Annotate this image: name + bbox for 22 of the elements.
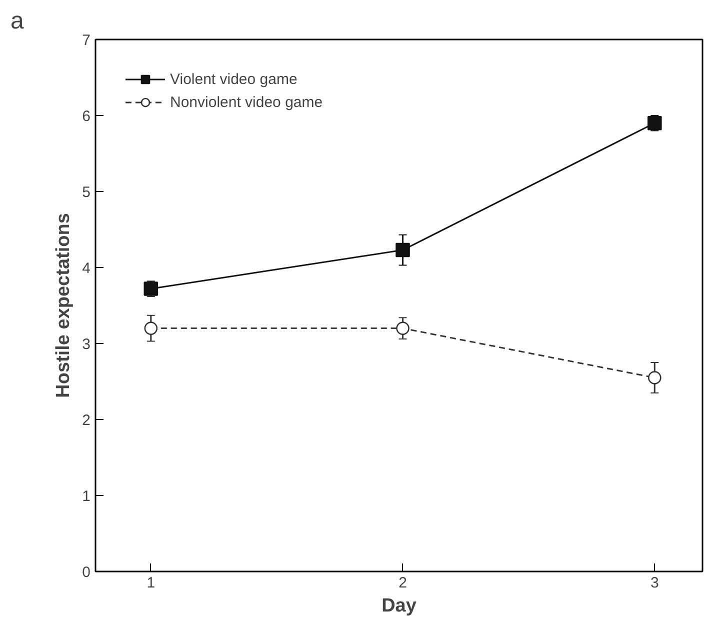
point [647, 116, 662, 130]
y-tick-label: 7 [82, 32, 90, 49]
x-tick-label: 2 [398, 574, 407, 592]
x-tick-label: 1 [146, 574, 156, 592]
x-tick-label: 3 [650, 574, 659, 592]
x-axis-title: Day [382, 596, 417, 616]
y-tick-label: 0 [82, 564, 90, 581]
point [144, 322, 158, 335]
point [396, 242, 410, 258]
y-tick-label: 5 [82, 184, 90, 201]
legend-label: Nonviolent video game [170, 94, 323, 110]
y-tick-label: 2 [82, 412, 90, 429]
point [648, 371, 662, 384]
point [144, 282, 158, 296]
legend-label: Violent video game [170, 70, 298, 88]
y-tick-label: 1 [82, 488, 90, 505]
y-tick-label: 4 [82, 260, 90, 277]
text: a [10, 8, 24, 34]
y-tick-label: 3 [82, 336, 90, 353]
y-tick-label: 6 [82, 108, 90, 125]
y-axis-title: Hostile expectations [53, 213, 74, 398]
point [396, 322, 410, 335]
